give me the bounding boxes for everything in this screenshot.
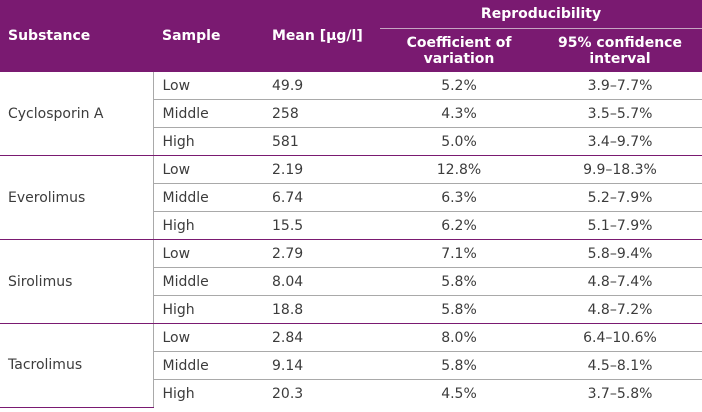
header-coefficient-of-variation: Coefficient of variation	[380, 28, 538, 72]
ci-value: 4.8–7.2%	[538, 295, 702, 324]
ci-value: 3.7–5.8%	[587, 385, 653, 402]
header-substance: Substance	[0, 0, 153, 72]
mean-value: 6.74	[265, 183, 380, 212]
cv-value: 5.8%	[380, 351, 538, 380]
sample-level: High	[152, 295, 265, 324]
sample-level: Low	[152, 72, 265, 100]
header-mean: Mean [µg/l]	[265, 0, 380, 72]
ci-value: 5.2–7.9%	[538, 183, 702, 212]
cv-value: 7.1%	[380, 239, 538, 268]
mean-value: 2.84	[265, 323, 380, 352]
sample-level: Middle	[152, 183, 265, 212]
sample-level: Low	[152, 239, 265, 268]
mean-value: 581	[265, 127, 380, 156]
table-row: Middle 8.04 5.8% 4.8–7.4%	[0, 267, 702, 296]
mean-value: 9.14	[265, 351, 380, 380]
cv-value: 5.8%	[380, 295, 538, 324]
cv-value: 5.2%	[380, 72, 538, 100]
cv-value: 5.0%	[380, 127, 538, 156]
ci-value: 9.9–18.3%	[538, 155, 702, 184]
sample-level: Low	[152, 155, 265, 184]
cv-value: 8.0%	[380, 323, 538, 352]
table-row: High 20.3 4.5% 3.7–5.8%	[0, 379, 702, 407]
substance-name: Cyclosporin A	[0, 72, 153, 156]
table-row: Middle 9.14 5.8% 4.5–8.1%	[0, 351, 702, 380]
header-row-sub: Coefficient of variation 95% confidence …	[0, 28, 702, 72]
sample-level: High	[152, 127, 265, 156]
mean-value: 18.8	[265, 295, 380, 324]
mean-value: 2.19	[265, 155, 380, 184]
mean-value: 20.3	[272, 385, 304, 402]
header-row-top: Substance Sample Mean [µg/l] Reproducibi…	[0, 0, 702, 72]
table-row: High 18.8 5.8% 4.8–7.2%	[0, 295, 702, 324]
cv-value: 4.3%	[380, 99, 538, 128]
cv-value: 4.5%	[441, 385, 477, 402]
sample-level: Low	[152, 323, 265, 352]
sample-level: Middle	[152, 351, 265, 380]
cv-value: 6.3%	[380, 183, 538, 212]
header-sample: Sample	[153, 0, 265, 72]
table-row: Everolimus Low 2.19 12.8% 9.9–18.3%	[0, 155, 702, 240]
table-row: Sirolimus Low 2.79 7.1% 5.8–9.4%	[0, 239, 702, 324]
ci-value: 6.4–10.6%	[538, 323, 702, 352]
ci-value: 4.5–8.1%	[538, 351, 702, 380]
substance-name: Tacrolimus	[0, 323, 153, 408]
cv-value: 5.8%	[380, 267, 538, 296]
mean-value: 2.79	[265, 239, 380, 268]
table-body: Cyclosporin A Low 49.9 5.2% 3.9–7.7% Mid…	[0, 72, 702, 408]
substance-name: Sirolimus	[0, 239, 153, 324]
table-row: High 15.5 6.2% 5.1–7.9%	[0, 211, 702, 240]
ci-value: 3.4–9.7%	[538, 127, 702, 156]
cv-value: 12.8%	[380, 155, 538, 184]
ci-value: 4.8–7.4%	[538, 267, 702, 296]
ci-value: 3.5–5.7%	[538, 99, 702, 128]
table-row: Tacrolimus Low 2.84 8.0% 6.4–10.6%	[0, 323, 702, 408]
table-header: Substance Sample Mean [µg/l] Reproducibi…	[0, 0, 702, 72]
table-row: High 581 5.0% 3.4–9.7%	[0, 127, 702, 156]
header-confidence-interval: 95% confidence interval	[538, 28, 702, 72]
mean-value: 258	[265, 99, 380, 128]
header-reproducibility: Reproducibility	[380, 0, 702, 29]
mean-value: 15.5	[265, 211, 380, 240]
cv-value: 6.2%	[380, 211, 538, 240]
sample-level: High	[152, 379, 265, 407]
sample-level: Middle	[152, 267, 265, 296]
mean-value: 49.9	[265, 72, 380, 100]
substance-name: Everolimus	[0, 155, 153, 240]
sample-level: High	[152, 211, 265, 240]
mean-value: 8.04	[265, 267, 380, 296]
table-row: Middle 258 4.3% 3.5–5.7%	[0, 99, 702, 128]
sample-level: Middle	[152, 99, 265, 128]
ci-value: 5.8–9.4%	[538, 239, 702, 268]
table-row: Middle 6.74 6.3% 5.2–7.9%	[0, 183, 702, 212]
ci-value: 5.1–7.9%	[538, 211, 702, 240]
table-row: Cyclosporin A Low 49.9 5.2% 3.9–7.7%	[0, 72, 702, 156]
ci-value: 3.9–7.7%	[538, 72, 702, 100]
